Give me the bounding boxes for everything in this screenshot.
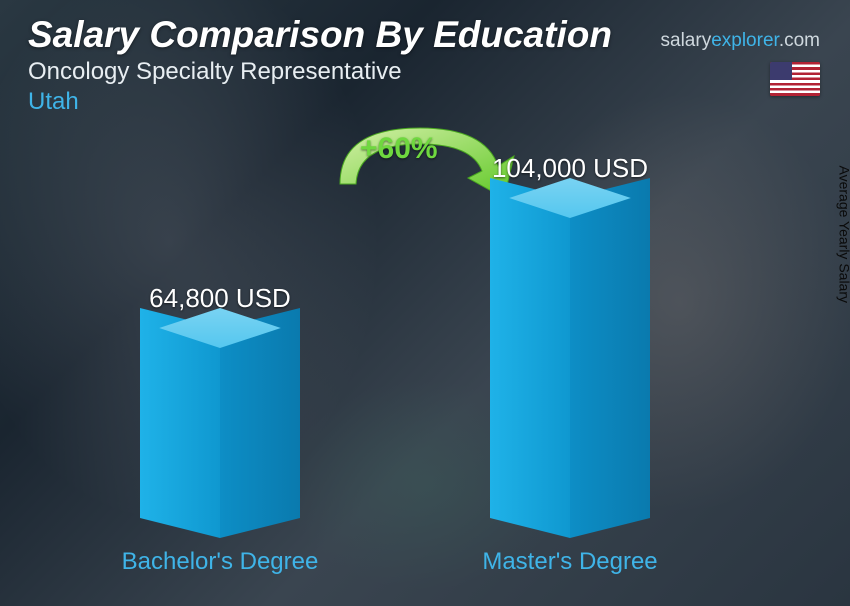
bar-3d-shape	[140, 328, 300, 538]
bar-bachelors: 64,800 USD Bachelor's Degree	[110, 286, 330, 576]
bar-front-face	[490, 178, 570, 538]
bar-side-face	[570, 178, 650, 538]
brand-logo: salaryexplorer.com	[661, 30, 820, 52]
brand-part1: salary	[661, 30, 712, 51]
us-flag-icon	[770, 62, 820, 96]
salary-bar-chart: +60% 64,800 USD Bachelor's Degree 104,00…	[0, 116, 820, 576]
page-subtitle: Oncology Specialty Representative	[28, 58, 822, 86]
bar-masters: 104,000 USD Master's Degree	[460, 156, 680, 576]
increase-percentage: +60%	[360, 132, 438, 166]
brand-suffix: .com	[779, 30, 820, 51]
bar-category-label: Master's Degree	[460, 548, 680, 576]
bar-category-label: Bachelor's Degree	[110, 548, 330, 576]
bar-3d-shape	[490, 198, 650, 538]
page-location: Utah	[28, 88, 822, 116]
y-axis-label: Average Yearly Salary	[836, 166, 850, 304]
brand-part2: explorer	[711, 30, 779, 51]
